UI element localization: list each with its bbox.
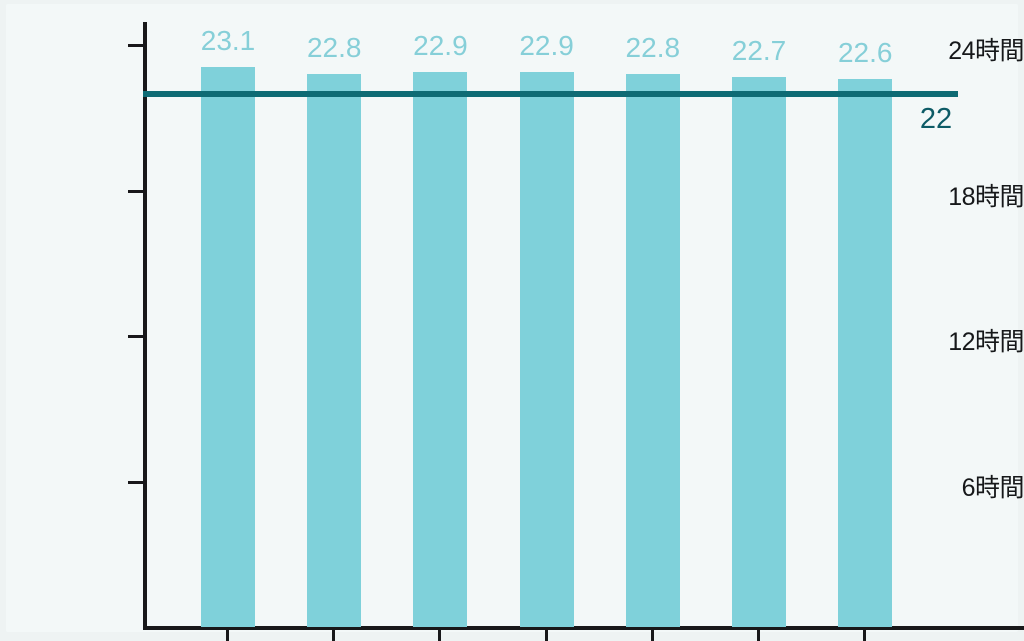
y-axis-label-18: 18時間	[948, 182, 1024, 211]
bar-value-label-5: 22.8	[625, 32, 681, 64]
x-axis-tick-1	[226, 630, 229, 641]
y-axis-line	[143, 22, 147, 630]
x-axis-tick-4	[544, 630, 548, 641]
x-axis-tick-7	[863, 630, 867, 641]
y-axis-tick-12	[128, 335, 145, 338]
y-axis-label-6: 6時間	[961, 473, 1024, 502]
y-axis-tick-6	[128, 480, 145, 484]
bar-6[interactable]	[732, 76, 786, 627]
bar-4[interactable]	[519, 71, 574, 627]
y-axis-tick-24	[128, 44, 145, 47]
bar-value-label-7: 22.6	[837, 36, 893, 68]
bar-7[interactable]	[838, 78, 893, 627]
bar-value-label-3: 22.9	[413, 29, 468, 61]
bar-value-label-1: 23.1	[200, 24, 256, 56]
x-axis-tick-3	[438, 630, 442, 641]
y-axis-label-12: 12時間	[948, 328, 1024, 356]
bar-value-label-4: 22.9	[519, 29, 574, 61]
reference-line-label: 22	[919, 102, 953, 135]
bar-1[interactable]	[201, 66, 255, 627]
bar-3[interactable]	[413, 71, 468, 627]
y-axis-label-24: 24時間	[948, 37, 1024, 65]
bar-5[interactable]	[625, 74, 680, 627]
bar-2[interactable]	[307, 74, 362, 627]
x-axis-tick-5	[650, 630, 654, 641]
x-axis-tick-2	[332, 630, 336, 641]
reference-line	[143, 90, 958, 97]
y-axis-tick-18	[128, 189, 145, 193]
x-axis-tick-6	[757, 630, 760, 641]
bar-value-label-6: 22.7	[731, 34, 787, 66]
x-axis-line	[143, 626, 1024, 630]
bar-value-label-2: 22.8	[306, 32, 362, 64]
